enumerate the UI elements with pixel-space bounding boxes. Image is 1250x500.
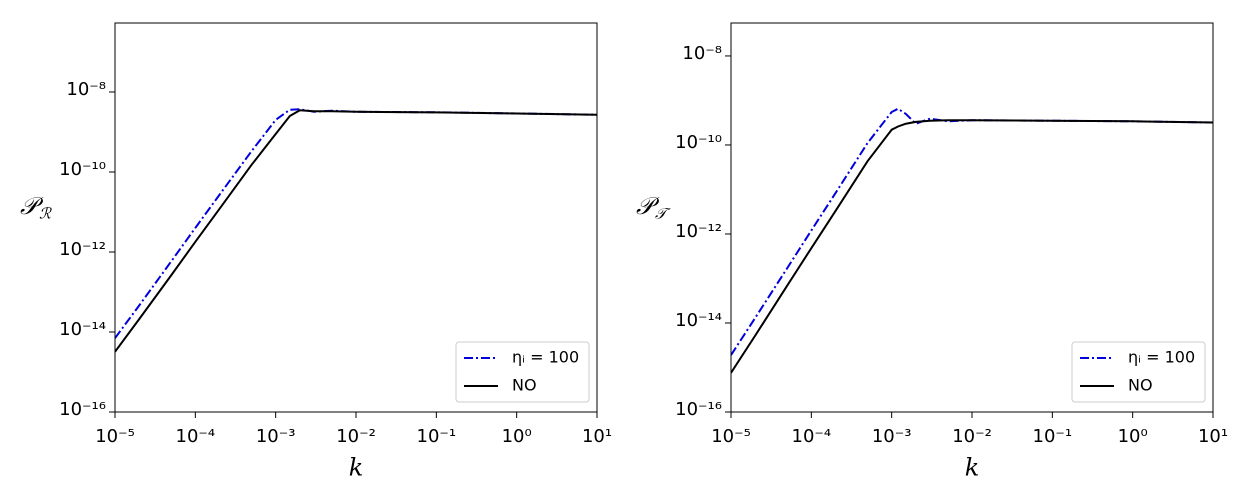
x-tick-label: 10⁰: [502, 426, 532, 447]
y-tick-label: 10⁻¹⁴: [59, 319, 106, 340]
x-tick-label: 10⁻⁵: [711, 426, 751, 447]
y-tick-label: 10⁻¹⁰: [675, 132, 722, 153]
y-axis-label-subscript: 𝒯: [655, 205, 671, 223]
x-tick-label: 10⁻¹: [1033, 426, 1073, 447]
x-axis-label: k: [349, 454, 364, 482]
x-tick-label: 10⁻²: [336, 426, 376, 447]
plot-frame: [114, 22, 598, 413]
y-tick-label: 10⁻¹²: [59, 239, 106, 260]
x-tick-label: 10⁻⁴: [176, 426, 216, 447]
y-tick-label: 10⁻⁸: [66, 79, 106, 100]
x-tick-label: 10¹: [1198, 426, 1228, 447]
plot-lines: [115, 108, 597, 353]
y-tick-label: 10⁻⁸: [682, 43, 722, 64]
legend-label: ηᵢ = 100: [1128, 348, 1195, 367]
x-tick-label: 10⁰: [1118, 426, 1148, 447]
y-axis-label-subscript: ℛ: [39, 205, 52, 223]
y-tick-label: 10⁻¹⁶: [59, 399, 106, 420]
y-tick-label: 10⁻¹⁴: [675, 310, 722, 331]
legend-label: ηᵢ = 100: [512, 348, 579, 367]
legend-label: NO: [512, 376, 537, 395]
x-tick-label: 10⁻⁴: [792, 426, 832, 447]
plot-frame: [730, 22, 1214, 413]
x-tick-label: 10⁻⁵: [95, 426, 135, 447]
x-axis-label: k: [965, 454, 980, 482]
data-line: [115, 109, 597, 353]
plot-lines: [731, 107, 1213, 374]
y-tick-label: 10⁻¹⁰: [59, 159, 106, 180]
y-tick-label: 10⁻¹⁶: [675, 399, 722, 420]
x-tick-label: 10⁻²: [952, 426, 992, 447]
legend-label: NO: [1128, 376, 1153, 395]
x-tick-label: 10⁻¹: [417, 426, 457, 447]
y-tick-label: 10⁻¹²: [675, 221, 722, 242]
x-tick-label: 10¹: [582, 426, 612, 447]
data-line: [115, 108, 597, 339]
data-line: [731, 119, 1213, 374]
x-tick-label: 10⁻³: [872, 426, 912, 447]
x-tick-label: 10⁻³: [256, 426, 296, 447]
data-line: [731, 107, 1213, 356]
